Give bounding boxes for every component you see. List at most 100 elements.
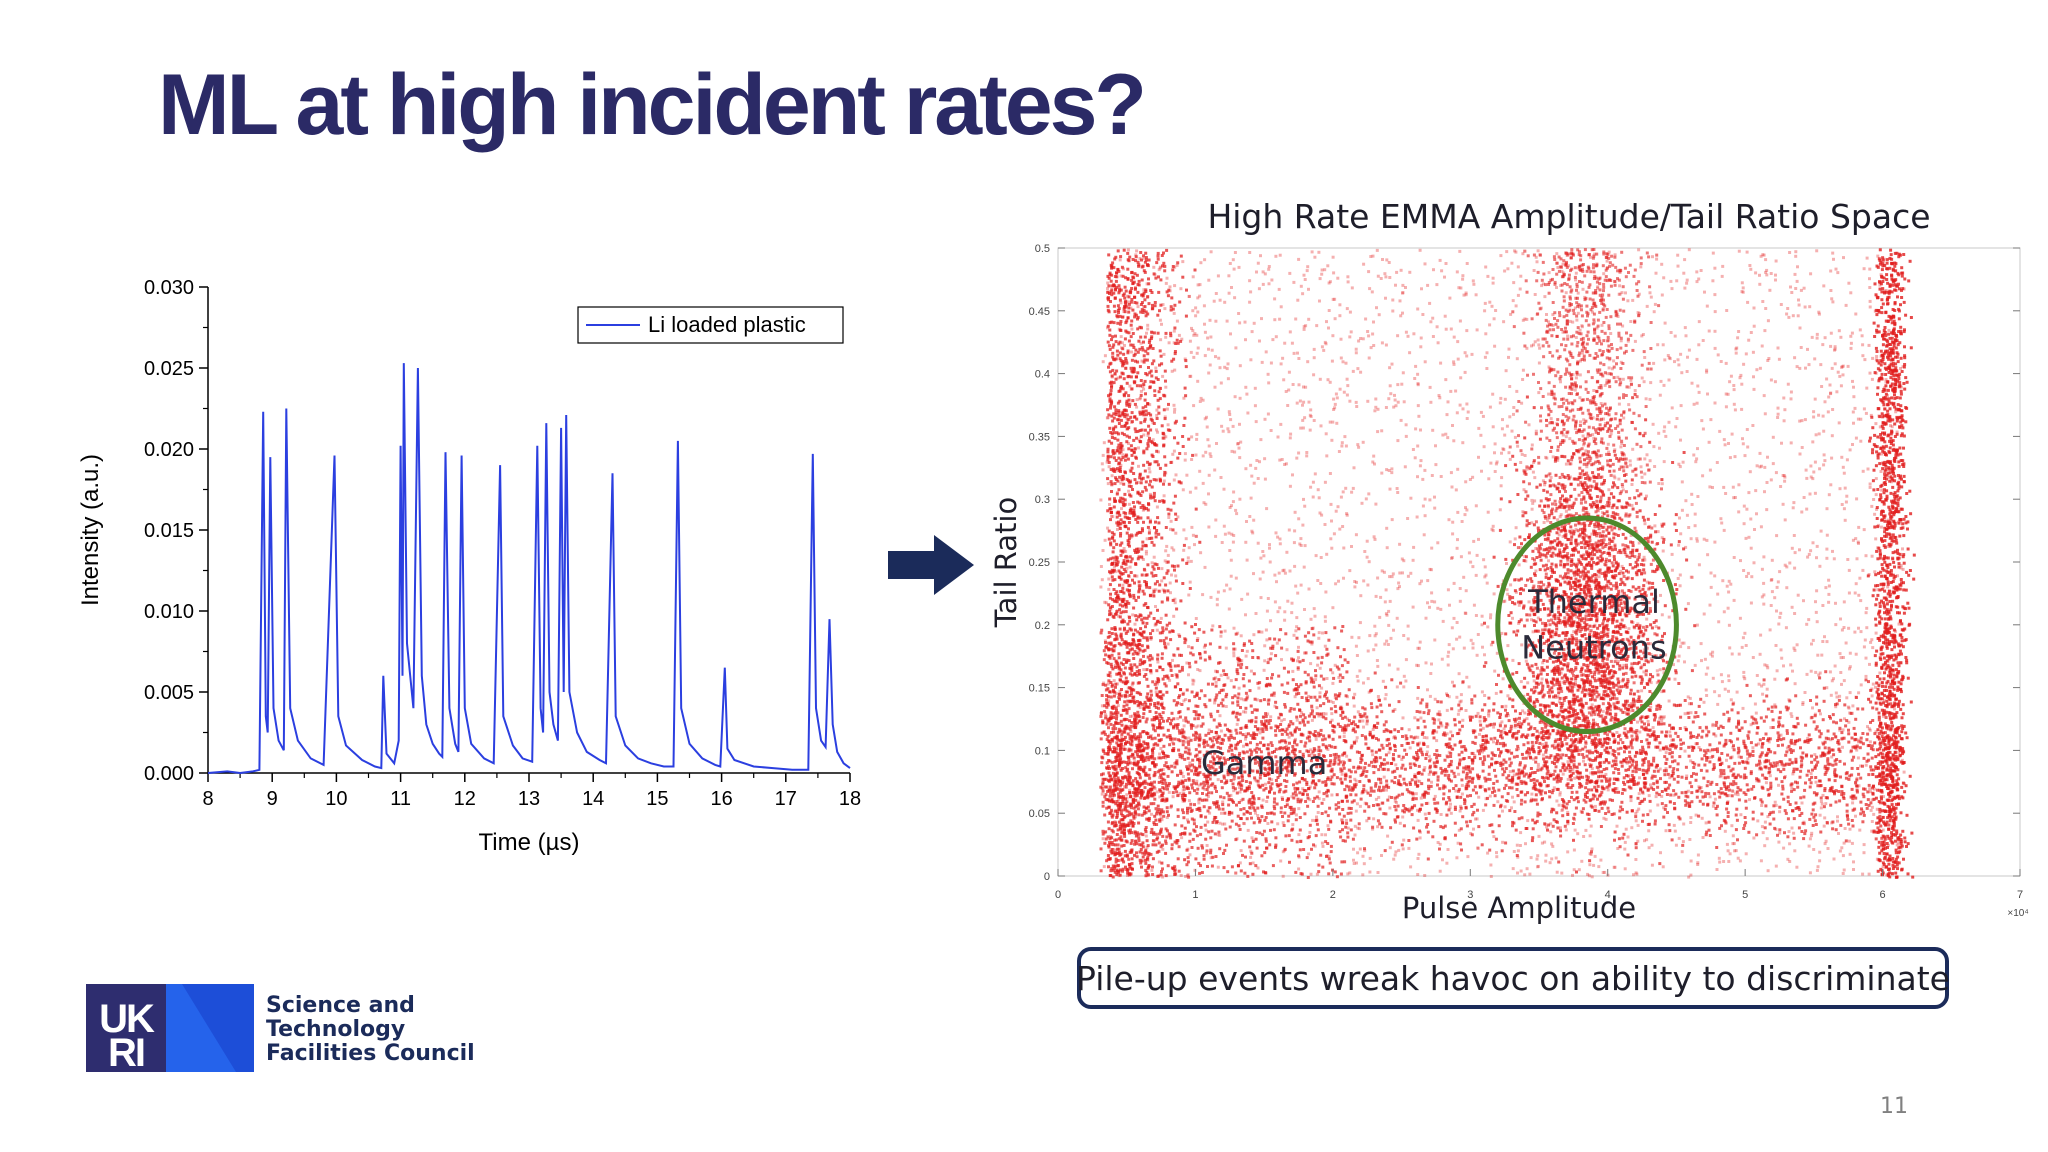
scatter-point	[1413, 716, 1417, 720]
scatter-point	[1597, 865, 1601, 869]
scatter-point	[1802, 599, 1805, 603]
scatter-point	[1107, 587, 1111, 591]
scatter-point	[1394, 801, 1398, 804]
scatter-point	[1848, 651, 1852, 655]
scatter-point	[1660, 262, 1664, 266]
scatter-point	[1224, 646, 1228, 650]
scatter-point	[1200, 798, 1204, 802]
scatter-point	[1191, 763, 1194, 767]
scatter-point	[1324, 833, 1327, 837]
scatter-point	[1308, 413, 1312, 417]
scatter-point	[1505, 588, 1509, 592]
scatter-point	[1172, 403, 1176, 407]
scatter-point	[1343, 724, 1347, 728]
scatter-point	[1551, 635, 1555, 639]
scatter-point	[1642, 648, 1646, 652]
scatter-point	[1283, 610, 1287, 614]
scatter-point	[1800, 759, 1804, 763]
scatter-point	[1418, 582, 1422, 586]
scatter-point	[1825, 533, 1829, 537]
scatter-point	[1420, 579, 1423, 583]
scatter-point	[1516, 794, 1520, 798]
scatter-point	[1372, 320, 1375, 324]
scatter-point	[1688, 696, 1692, 700]
scatter-point	[1354, 793, 1358, 797]
scatter-point	[1186, 560, 1190, 564]
scatter-point	[1330, 359, 1334, 363]
scatter-point	[1844, 641, 1848, 645]
scatter-point	[1869, 700, 1873, 704]
scatter-point	[1543, 295, 1547, 299]
scatter-point	[1194, 725, 1198, 729]
scatter-point	[1274, 755, 1278, 759]
scatter-point	[1742, 504, 1746, 508]
scatter-point	[1223, 365, 1227, 369]
scatter-point	[1599, 858, 1603, 862]
scatter-point	[1448, 603, 1451, 607]
scatter-point	[1718, 741, 1722, 745]
scatter-point	[1401, 815, 1405, 819]
scatter-point	[1194, 735, 1198, 739]
scatter-point	[1397, 581, 1401, 585]
scatter-point	[1114, 706, 1118, 710]
scatter-point	[1163, 754, 1167, 758]
scatter-point	[1788, 842, 1792, 846]
scatter-point	[1642, 555, 1646, 559]
scatter-point	[1470, 352, 1474, 356]
scatter-point	[1400, 382, 1404, 386]
scatter-point	[1215, 597, 1219, 601]
scatter-point	[1464, 506, 1467, 510]
scatter-point	[1603, 870, 1607, 874]
scatter-point	[1300, 711, 1304, 715]
scatter-point	[1769, 478, 1773, 482]
scatter-point	[1427, 778, 1431, 782]
x-axis-title: Time (µs)	[479, 829, 580, 856]
scatter-point	[1590, 767, 1594, 771]
scatter-point	[1516, 293, 1520, 297]
scatter-point	[1785, 312, 1789, 316]
scatter-point	[1730, 794, 1734, 798]
scatter-point	[1557, 803, 1561, 807]
scatter-point	[1429, 320, 1433, 324]
scatter-point	[1605, 602, 1609, 606]
scatter-point	[1741, 286, 1745, 290]
scatter-point	[1311, 480, 1315, 484]
scatter-point	[1373, 537, 1377, 541]
scatter-point	[1513, 249, 1517, 253]
scatter-point	[1365, 555, 1369, 559]
scatter-point	[1793, 648, 1797, 652]
scatter-point	[1428, 498, 1432, 502]
scatter-point	[1416, 664, 1420, 668]
scatter-point	[1623, 750, 1626, 754]
scatter-point	[1133, 622, 1137, 626]
scatter-point	[1529, 748, 1532, 752]
scatter-point	[1281, 850, 1285, 854]
scatter-point	[1523, 711, 1527, 715]
scatter-point	[1689, 873, 1693, 877]
scatter-point	[1660, 613, 1664, 617]
scatter-point	[1498, 722, 1502, 726]
scatter-point	[1188, 761, 1192, 765]
scatter-point	[1327, 326, 1330, 330]
scatter-point	[1101, 772, 1105, 776]
scatter-point	[1713, 329, 1717, 333]
scatter-point	[1508, 457, 1512, 461]
scatter-point	[1213, 769, 1217, 773]
scatter-point	[1547, 271, 1551, 275]
scatter-point	[1384, 693, 1388, 697]
scatter-point	[1519, 274, 1523, 278]
scatter-point	[1512, 800, 1516, 804]
scatter-point	[1209, 250, 1213, 254]
scatter-point	[1492, 803, 1496, 807]
scatter-point	[1378, 822, 1382, 826]
scatter-point	[1372, 535, 1376, 539]
scatter-point	[1363, 707, 1367, 711]
scatter-point	[1324, 590, 1328, 594]
scatter-point	[1301, 403, 1304, 407]
scatter-point	[1733, 408, 1737, 412]
scatter-point	[1385, 639, 1389, 643]
scatter-point	[1815, 556, 1818, 560]
scatter-point	[1296, 668, 1300, 671]
scatter-point	[1496, 711, 1500, 715]
scatter-point	[1114, 848, 1118, 852]
